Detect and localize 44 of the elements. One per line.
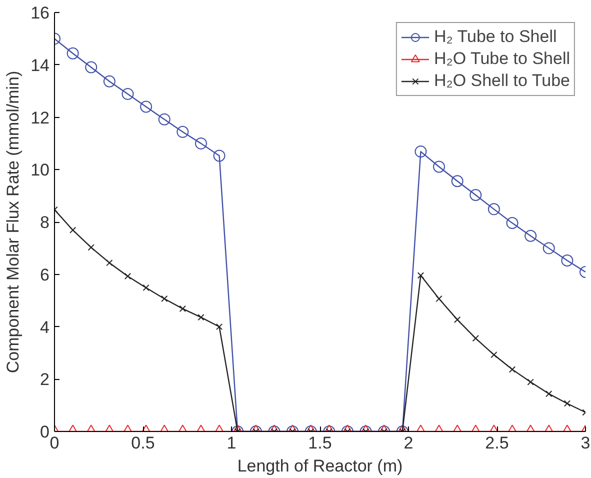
- point: [142, 284, 150, 292]
- point: [161, 295, 168, 302]
- x-tick-label: 2: [404, 434, 414, 452]
- point: [470, 189, 482, 202]
- point: [194, 137, 207, 150]
- x-tick-label: 1.5: [308, 434, 332, 452]
- point: [103, 75, 116, 88]
- x-tick-label: 3: [580, 434, 590, 452]
- x-tick-label: 2.5: [485, 434, 509, 452]
- point: [451, 175, 464, 188]
- x-axis-title: Length of Reactor (m): [237, 456, 403, 476]
- y-axis-title: Component Molar Flux Rate (mmol/min): [4, 70, 23, 374]
- y-tick-label: 8: [40, 213, 50, 232]
- point: [122, 88, 134, 100]
- point: [69, 226, 76, 234]
- y-tick-label: 14: [30, 56, 50, 75]
- point: [488, 203, 500, 216]
- x-tick-label: 0.5: [131, 434, 155, 452]
- point: [213, 150, 226, 162]
- x-tick-label: 1: [226, 434, 236, 452]
- point: [176, 126, 189, 138]
- legend-label: H₂O Tube to Shell: [434, 49, 570, 69]
- point: [436, 295, 442, 302]
- legend-label: H₂ Tube to Shell: [434, 27, 557, 47]
- point: [414, 146, 427, 158]
- y-tick-label: 12: [30, 108, 50, 128]
- y-tick-label: 10: [30, 160, 50, 180]
- point: [561, 254, 574, 266]
- point: [140, 100, 152, 113]
- point: [124, 272, 132, 280]
- point: [417, 272, 424, 279]
- point: [506, 217, 518, 230]
- point: [524, 230, 537, 242]
- point: [85, 61, 98, 74]
- point: [433, 160, 446, 173]
- y-tick-label: 6: [40, 265, 50, 284]
- point: [158, 113, 170, 126]
- y-tick-label: 2: [40, 370, 50, 390]
- legend-label: H₂O Shell to Tube: [434, 71, 570, 91]
- y-tick-label: 4: [40, 318, 50, 337]
- point: [542, 242, 555, 254]
- point: [88, 244, 94, 251]
- y-tick-label: 16: [30, 4, 50, 22]
- point: [106, 260, 113, 266]
